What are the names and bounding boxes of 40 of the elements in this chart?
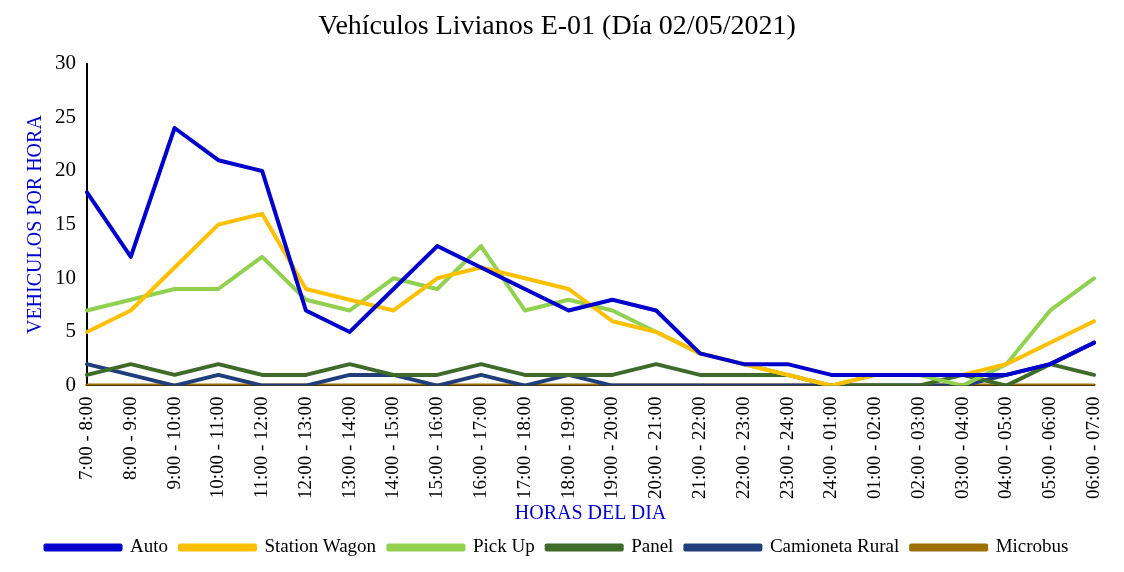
y-tick-label: 25 <box>55 103 76 128</box>
x-tick-label: 01:00 - 02:00 <box>863 396 885 500</box>
x-tick-label: 18:00 - 19:00 <box>556 396 578 500</box>
x-tick-label: 9:00 - 10:00 <box>162 396 184 490</box>
x-tick-label: 17:00 - 18:00 <box>512 396 534 500</box>
legend-label: Pick Up <box>472 535 535 557</box>
x-tick-label: 19:00 - 20:00 <box>600 396 622 500</box>
x-tick-label: 05:00 - 06:00 <box>1038 396 1060 500</box>
y-tick-label: 5 <box>65 318 76 343</box>
legend-label: Auto <box>130 535 168 557</box>
x-tick-label: 02:00 - 03:00 <box>906 396 928 500</box>
y-axis-title: VEHICULOS POR HORA <box>23 114 46 335</box>
x-tick-label: 10:00 - 11:00 <box>206 396 228 499</box>
x-tick-label: 20:00 - 21:00 <box>644 396 666 500</box>
x-tick-label: 06:00 - 07:00 <box>1081 396 1103 500</box>
x-tick-label: 7:00 - 8:00 <box>74 396 96 481</box>
legend-label: Camioneta Rural <box>769 535 900 557</box>
y-tick-label: 30 <box>55 50 76 75</box>
x-tick-label: 14:00 - 15:00 <box>381 396 403 500</box>
y-tick-label: 15 <box>55 211 76 236</box>
y-tick-label: 0 <box>65 372 76 397</box>
legend-label: Microbus <box>995 535 1069 557</box>
x-tick-label: 23:00 - 24:00 <box>775 396 797 500</box>
chart-title: Vehículos Livianos E-01 (Día 02/05/2021) <box>318 9 796 41</box>
x-tick-label: 04:00 - 05:00 <box>994 396 1016 500</box>
x-tick-label: 8:00 - 9:00 <box>118 396 140 481</box>
x-tick-label: 21:00 - 22:00 <box>687 396 709 500</box>
legend-label: Panel <box>631 535 674 557</box>
legend-label: Station Wagon <box>264 535 377 557</box>
x-tick-label: 11:00 - 12:00 <box>250 396 272 499</box>
x-tick-label: 15:00 - 16:00 <box>425 396 447 500</box>
y-tick-label: 10 <box>55 264 76 289</box>
x-axis-title: HORAS DEL DIA <box>514 501 667 524</box>
x-tick-label: 22:00 - 23:00 <box>731 396 753 500</box>
x-tick-label: 24:00 - 01:00 <box>819 396 841 500</box>
y-tick-label: 20 <box>55 157 76 182</box>
x-tick-label: 12:00 - 13:00 <box>293 396 315 500</box>
x-tick-label: 16:00 - 17:00 <box>469 396 491 500</box>
x-tick-label: 13:00 - 14:00 <box>337 396 359 500</box>
x-tick-label: 03:00 - 04:00 <box>950 396 972 500</box>
